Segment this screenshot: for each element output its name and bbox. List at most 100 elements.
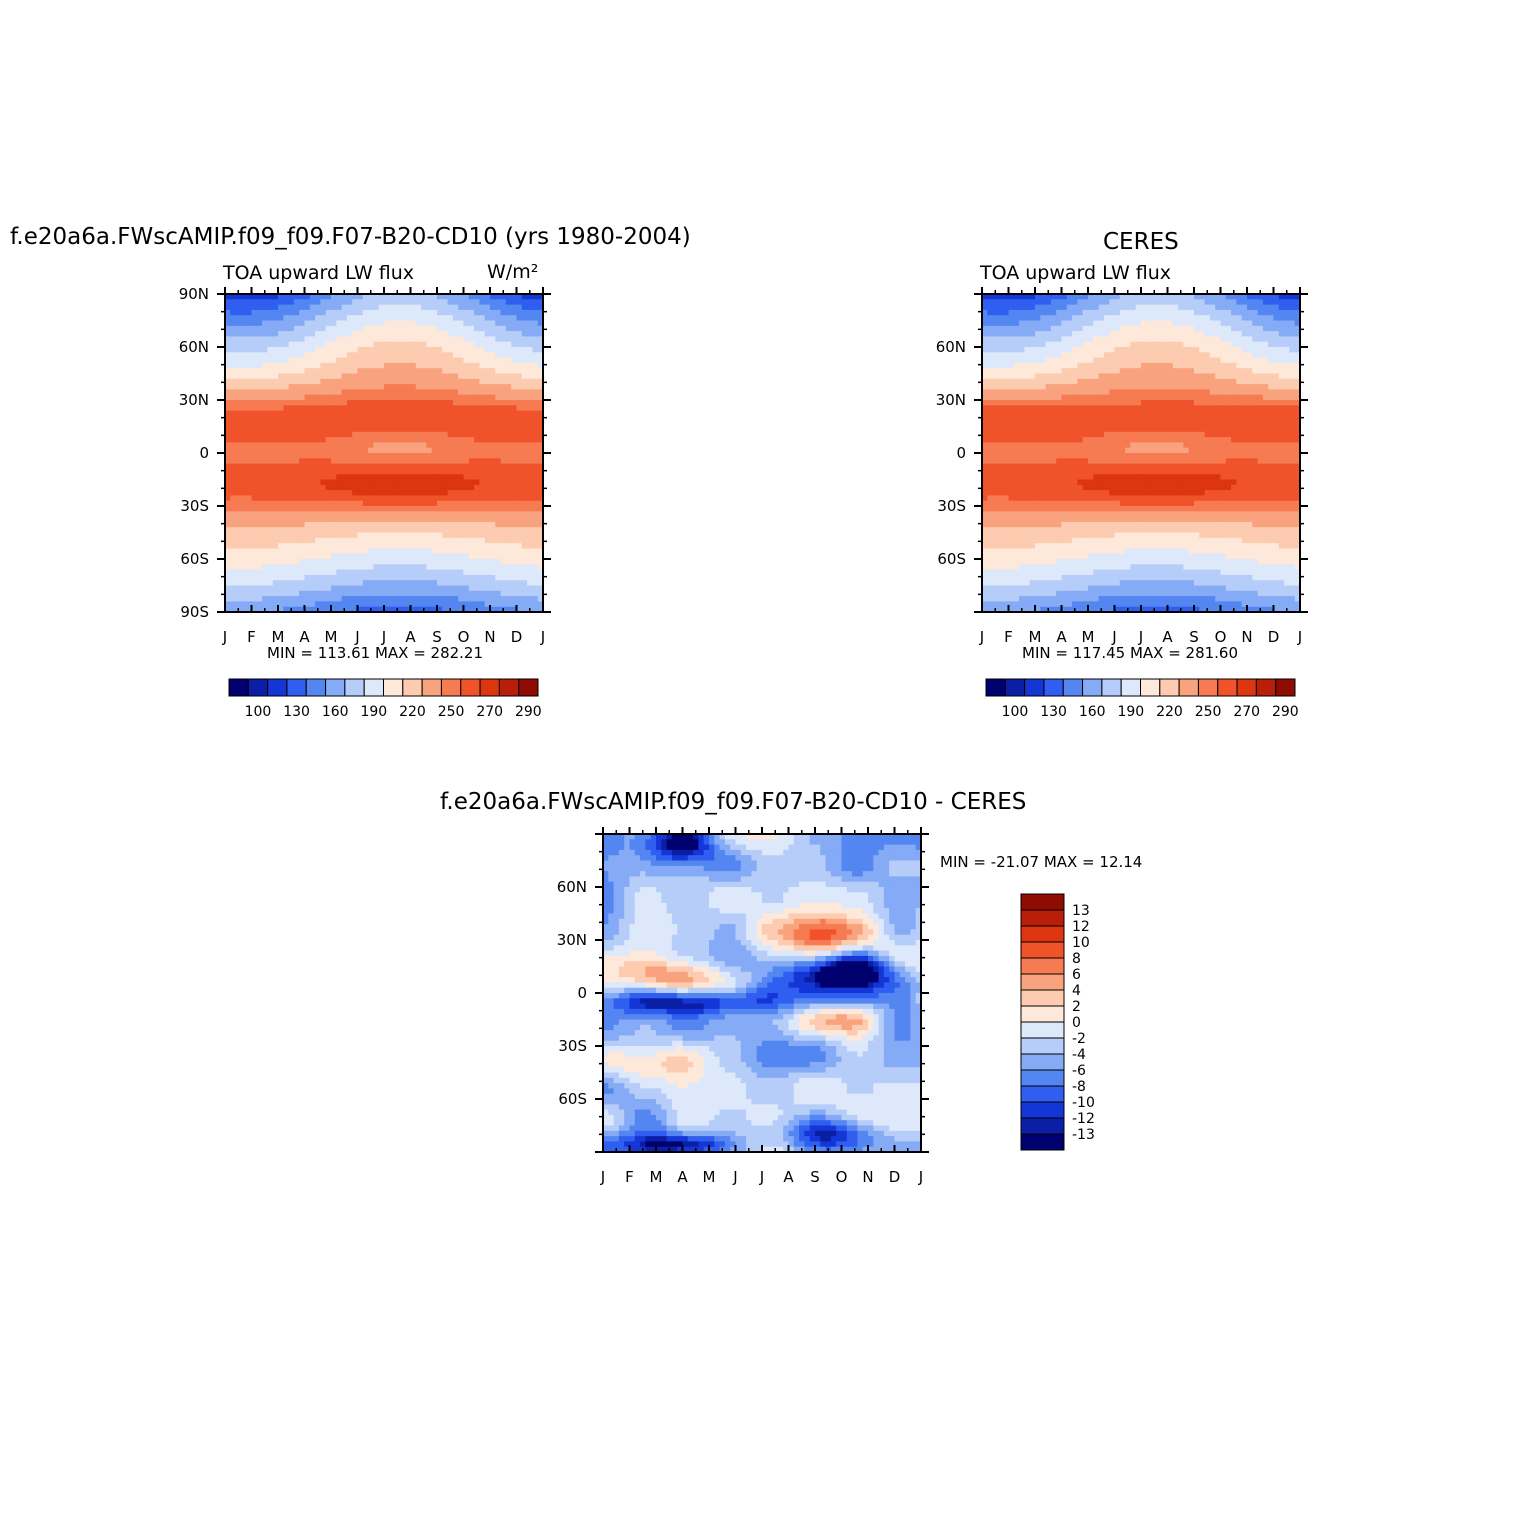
contour-cell (500, 495, 507, 502)
contour-cell (336, 463, 343, 470)
contour-cell (246, 384, 253, 390)
contour-cell (336, 294, 343, 300)
contour-cell (1066, 352, 1073, 359)
contour-cell (251, 500, 258, 507)
contour-cell (346, 596, 353, 602)
contour-cell (357, 304, 364, 311)
contour-cell (452, 352, 459, 359)
contour-cell (1024, 410, 1031, 417)
contour-cell (1061, 580, 1068, 587)
contour-cell (452, 490, 459, 496)
contour-cell (278, 320, 284, 327)
contour-cell (431, 569, 438, 576)
contour-cell (490, 474, 496, 481)
contour-cell (992, 527, 999, 534)
contour-cell (992, 537, 999, 544)
contour-cell (463, 564, 470, 571)
contour-cell (1003, 516, 1010, 523)
contour-cell (346, 341, 353, 348)
contour-cell (474, 468, 480, 475)
contour-cell (442, 373, 449, 380)
contour-cell (357, 601, 364, 608)
contour-cell (500, 373, 507, 380)
contour-cell (405, 378, 412, 385)
contour-cell (537, 564, 544, 571)
contour-cell (341, 437, 348, 443)
contour-cell (495, 553, 502, 560)
contour-cell (1045, 537, 1052, 544)
contour-cell (426, 532, 433, 539)
contour-cell (532, 516, 539, 523)
contour-cell (997, 299, 1004, 306)
contour-cell (511, 590, 518, 597)
contour-cell (431, 585, 438, 592)
contour-cell (373, 532, 380, 539)
contour-cell (251, 309, 258, 316)
contour-cell (346, 437, 353, 443)
contour-cell (325, 516, 332, 523)
contour-cell (357, 516, 364, 523)
contour-cell (490, 415, 496, 422)
contour-cell (421, 442, 427, 449)
contour-cell (463, 442, 470, 449)
contour-cell (505, 585, 512, 592)
contour-cell (490, 596, 496, 602)
contour-cell (1013, 431, 1020, 438)
contour-cell (288, 341, 295, 348)
contour-cell (982, 431, 988, 438)
contour-cell (320, 294, 327, 300)
contour-cell (1035, 341, 1041, 348)
contour-cell (442, 400, 449, 406)
contour-cell (278, 405, 284, 412)
contour-cell (1056, 352, 1063, 359)
contour-cell (537, 495, 544, 502)
contour-cell (235, 309, 242, 316)
contour-cell (992, 426, 999, 433)
contour-cell (463, 331, 470, 337)
contour-cell (468, 389, 475, 396)
contour-cell (1029, 352, 1036, 359)
contour-cell (278, 606, 284, 613)
contour-cell (992, 352, 999, 359)
contour-cell (1008, 368, 1015, 375)
contour-cell (1072, 405, 1078, 412)
contour-cell (474, 394, 480, 401)
contour-cell (468, 352, 475, 359)
contour-cell (442, 548, 449, 555)
contour-cell (410, 495, 417, 502)
contour-cell (484, 601, 491, 608)
contour-cell (309, 299, 316, 306)
contour-cell (1029, 341, 1036, 348)
contour-cell (511, 410, 518, 417)
contour-cell (527, 394, 533, 401)
contour-cell (1040, 347, 1047, 353)
contour-cell (399, 442, 406, 449)
contour-cell (299, 543, 306, 549)
contour-cell (1066, 304, 1073, 311)
contour-cell (468, 426, 475, 433)
contour-cell (288, 574, 295, 581)
contour-cell (1061, 394, 1068, 401)
contour-cell (527, 590, 533, 597)
contour-cell (399, 553, 406, 560)
contour-cell (362, 415, 369, 422)
contour-cell (458, 394, 465, 401)
contour-cell (315, 410, 321, 417)
contour-cell (987, 373, 994, 380)
contour-cell (532, 490, 539, 496)
contour-cell (309, 421, 316, 428)
contour-cell (1072, 410, 1078, 417)
contour-cell (309, 437, 316, 443)
contour-cell (500, 585, 507, 592)
contour-cell (1013, 521, 1020, 528)
contour-cell (415, 294, 422, 300)
contour-cell (225, 484, 231, 491)
contour-cell (246, 368, 253, 375)
contour-cell (1003, 574, 1010, 581)
contour-cell (447, 601, 454, 608)
contour-cell (1045, 463, 1052, 470)
contour-cell (421, 601, 427, 608)
contour-cell (495, 511, 502, 518)
contour-cell (309, 426, 316, 433)
contour-cell (537, 357, 544, 364)
